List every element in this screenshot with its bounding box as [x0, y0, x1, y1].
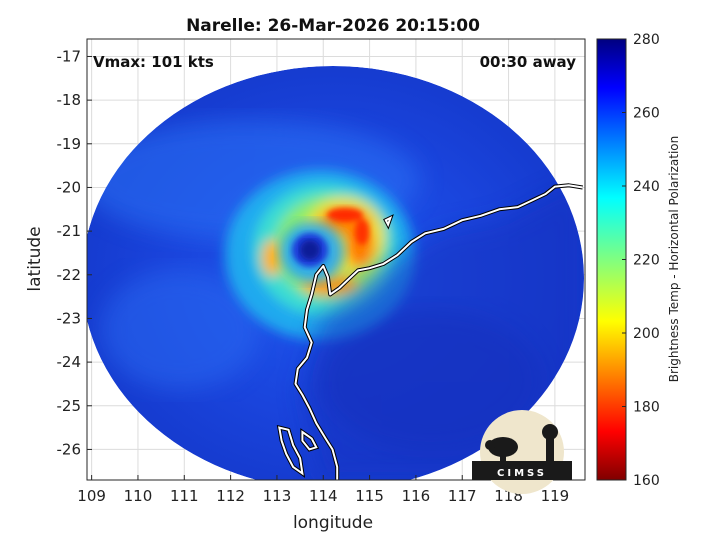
axes-frame — [86, 38, 586, 481]
island — [384, 216, 393, 228]
x-tick-label: 119 — [541, 487, 570, 505]
x-tick-label: 115 — [355, 487, 384, 505]
island — [301, 430, 318, 451]
y-axis-label: latitude — [25, 226, 45, 291]
vmax-label: Vmax: 101 kts — [93, 53, 214, 71]
y-tick-label: -23 — [57, 309, 82, 327]
y-tick-label: -17 — [57, 47, 82, 65]
y-tick-label: -18 — [57, 91, 82, 109]
colorbar-tick-label: 220 — [633, 253, 660, 269]
colorbar — [596, 38, 627, 481]
x-axis-label: longitude — [293, 513, 373, 533]
x-tick-label: 113 — [263, 487, 292, 505]
chart-title: Narelle: 26-Mar-2026 20:15:00 — [186, 16, 480, 36]
y-tick-label: -19 — [57, 135, 82, 153]
x-tick-label: 110 — [124, 487, 153, 505]
y-tick-label: -22 — [57, 266, 82, 284]
x-tick-label: 109 — [77, 487, 106, 505]
y-tick-label: -20 — [57, 178, 82, 196]
radar-tower-icon — [542, 424, 558, 440]
colorbar-tick-label: 260 — [633, 106, 660, 122]
y-tick-label: -24 — [57, 353, 82, 371]
satellite-dish-icon — [488, 437, 518, 457]
island — [278, 426, 304, 476]
colorbar-ticks: 280 260 240 220 200 180 160 — [622, 32, 660, 489]
colorbar-tick-label: 240 — [633, 179, 660, 195]
cimss-logo: CIMSS — [472, 410, 572, 494]
x-tick-label: 111 — [170, 487, 199, 505]
y-tick-label: -26 — [57, 440, 82, 458]
y-tick-label: -21 — [57, 222, 82, 240]
islands — [276, 214, 394, 478]
colorbar-tick-label: 200 — [633, 326, 660, 342]
time-away-label: 00:30 away — [480, 53, 577, 71]
colorbar-label: Brightness Temp - Horizontal Polarizatio… — [667, 136, 681, 383]
colorbar-tick-label: 160 — [633, 473, 660, 489]
y-axis-ticks: -17 -18 -19 -20 -21 -22 -23 -24 -25 -26 — [57, 47, 92, 458]
logo-text: CIMSS — [497, 468, 547, 479]
x-tick-label: 112 — [216, 487, 245, 505]
colorbar-tick-label: 280 — [633, 32, 660, 48]
colorbar-tick-label: 180 — [633, 400, 660, 416]
x-tick-label: 116 — [402, 487, 431, 505]
x-tick-label: 117 — [448, 487, 477, 505]
microwave-swath — [87, 66, 584, 480]
y-tick-label: -25 — [57, 397, 82, 415]
coastline — [294, 184, 583, 480]
x-tick-label: 114 — [309, 487, 338, 505]
